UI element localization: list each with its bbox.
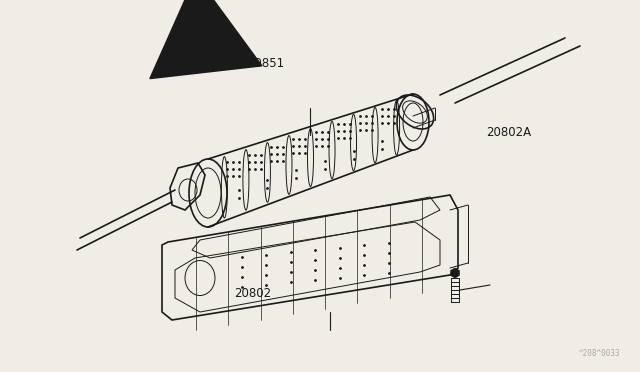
Text: 20802: 20802 xyxy=(234,288,271,300)
Text: ^208^0033: ^208^0033 xyxy=(579,349,620,358)
Text: FRONT: FRONT xyxy=(183,40,217,70)
Text: 20802A: 20802A xyxy=(486,126,532,138)
Text: 20851: 20851 xyxy=(247,57,284,70)
